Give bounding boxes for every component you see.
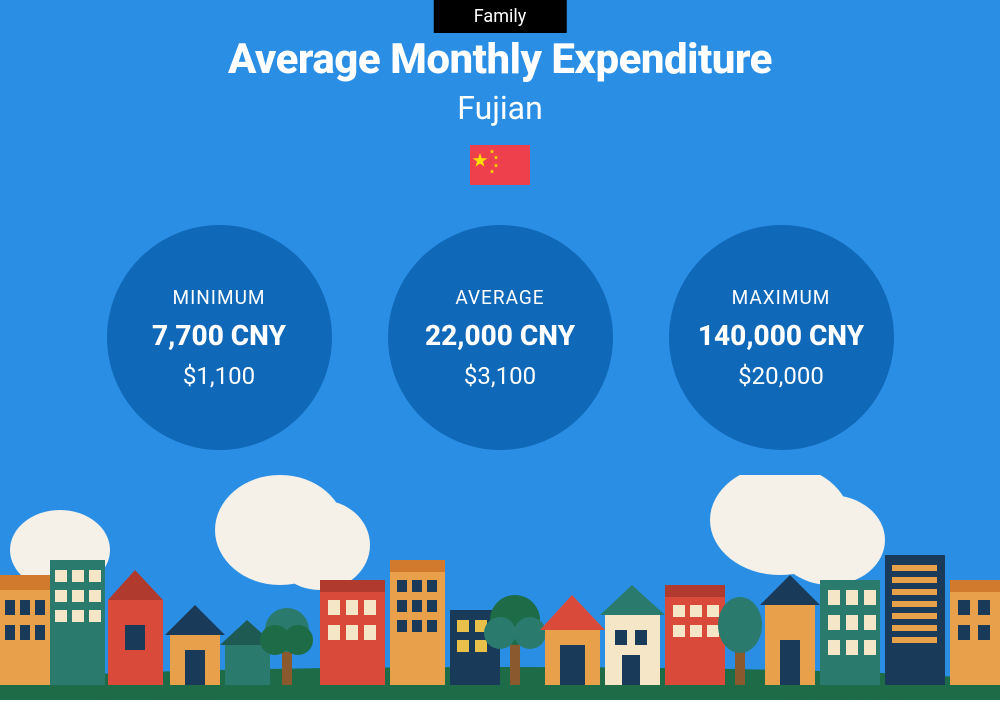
stat-secondary: $3,100	[464, 362, 536, 390]
cityscape-illustration	[0, 475, 1000, 700]
stat-secondary: $20,000	[738, 362, 824, 390]
category-badge: Family	[434, 0, 567, 33]
category-text: Family	[474, 6, 527, 27]
stat-value: 7,700 CNY	[152, 319, 286, 352]
stat-circle-maximum: MAXIMUM 140,000 CNY $20,000	[669, 225, 894, 450]
stat-secondary: $1,100	[183, 362, 255, 390]
stat-label: MAXIMUM	[732, 286, 831, 309]
page-title: Average Monthly Expenditure	[0, 35, 1000, 84]
stat-circle-minimum: MINIMUM 7,700 CNY $1,100	[107, 225, 332, 450]
page-subtitle: Fujian	[0, 89, 1000, 127]
stat-value: 22,000 CNY	[425, 319, 575, 352]
stats-row: MINIMUM 7,700 CNY $1,100 AVERAGE 22,000 …	[0, 225, 1000, 450]
stat-circle-average: AVERAGE 22,000 CNY $3,100	[388, 225, 613, 450]
stat-label: AVERAGE	[455, 286, 544, 309]
stat-value: 140,000 CNY	[698, 319, 864, 352]
stat-label: MINIMUM	[173, 286, 266, 309]
flag-icon	[470, 145, 530, 185]
